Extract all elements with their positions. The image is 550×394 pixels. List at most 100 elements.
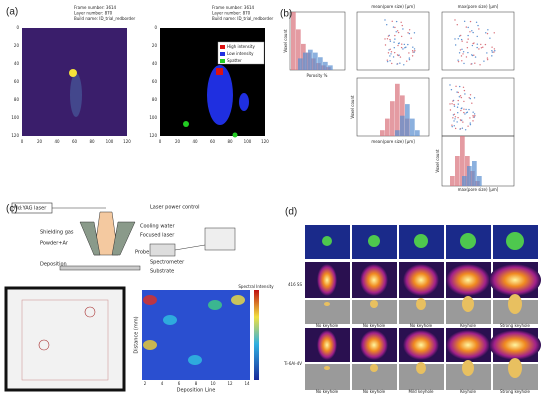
- scatter-point: [392, 26, 395, 28]
- caption: No keyhole: [410, 323, 433, 328]
- scatter-point: [471, 30, 473, 32]
- scatter-point: [475, 21, 478, 24]
- scatter-point: [388, 49, 390, 51]
- diagram-label: Focused laser: [140, 233, 175, 239]
- y-tick-label: 80: [14, 97, 20, 102]
- hist-bar: [318, 57, 323, 70]
- scatter-point: [484, 43, 487, 46]
- hist-bar: [400, 115, 405, 136]
- scatter-point: [395, 31, 397, 33]
- scatter-point: [396, 54, 399, 56]
- scatter-point: [408, 52, 410, 54]
- y-axis-label: Voxel count: [350, 95, 355, 119]
- scatter-point: [470, 63, 472, 65]
- scatter-point: [454, 118, 456, 120]
- defect-marker: [84, 306, 96, 318]
- x-tick-label: 40: [192, 139, 198, 144]
- y-tick-label: 100: [149, 115, 157, 120]
- scatter-point: [476, 43, 479, 45]
- legend-label: Spatter: [227, 58, 242, 63]
- panel-label: (b): [280, 9, 292, 20]
- scatter-point: [477, 24, 479, 27]
- scatter-point: [466, 111, 469, 113]
- scatter-point: [462, 121, 464, 123]
- scatter-point: [460, 38, 463, 41]
- hist-bar: [296, 29, 301, 70]
- frame-info: Frame number: 3614: [74, 5, 117, 10]
- scatter-point: [491, 49, 493, 52]
- hist-bar: [455, 156, 460, 186]
- caption: Keyhole: [460, 389, 476, 394]
- scatter-point: [480, 43, 482, 46]
- x-tick-label: 10: [210, 381, 216, 386]
- plume: [70, 73, 82, 117]
- computer: [204, 227, 236, 251]
- scatter-point: [473, 54, 475, 56]
- keyhole: [462, 296, 474, 312]
- micrograph: [4, 286, 126, 392]
- scatter-point: [398, 54, 400, 56]
- scatter-point: [411, 49, 414, 52]
- scatter-point: [457, 60, 460, 63]
- thermal-field: [360, 330, 388, 360]
- panel-label: (c): [6, 204, 18, 215]
- scatter-point: [467, 38, 469, 40]
- plot-frame: [441, 11, 515, 71]
- caption: Strong keyhole: [500, 323, 531, 328]
- legend-label: Low intensity: [227, 51, 254, 56]
- frame-info: Frame number: 3614: [212, 5, 255, 10]
- hist-bar: [298, 58, 303, 70]
- scatter-point: [482, 46, 484, 48]
- y-tick-label: 40: [14, 61, 20, 66]
- scatter-point: [410, 37, 412, 39]
- legend-swatch: [220, 59, 225, 63]
- legend-label: High intensity: [227, 44, 255, 49]
- scatter-point: [463, 100, 465, 103]
- x-tick-label: 120: [261, 139, 269, 144]
- scatter-point: [480, 47, 483, 49]
- scatter-point: [458, 52, 461, 54]
- scatter-point: [472, 114, 474, 117]
- legend-box: [217, 41, 265, 65]
- scatter-point: [393, 47, 395, 49]
- scatter-point: [487, 29, 489, 31]
- scatter-point: [403, 43, 406, 46]
- scatter-point: [473, 42, 475, 44]
- scatter-point: [459, 128, 461, 130]
- scatter-point: [457, 116, 459, 119]
- hist-bar: [395, 130, 400, 136]
- scatter-point: [486, 52, 488, 54]
- scatter-point: [397, 44, 399, 47]
- melt-pool: [414, 234, 428, 248]
- x-tick-label: 20: [175, 139, 181, 144]
- scatter-point: [398, 42, 400, 44]
- colorbar-label: Spectral Intensity: [238, 284, 274, 289]
- scatter-point: [469, 20, 472, 23]
- scatter-point: [469, 94, 472, 96]
- hist-bar: [477, 176, 482, 186]
- hist-bar: [390, 101, 395, 136]
- scatter-point: [400, 35, 403, 38]
- thermal-field: [446, 330, 490, 360]
- scatter-point: [471, 102, 473, 104]
- thermal-field: [489, 264, 541, 296]
- scatter-point: [469, 31, 471, 33]
- hot-spot: [188, 355, 202, 365]
- hist-bar: [291, 12, 296, 70]
- scatter-point: [390, 51, 393, 53]
- scatter-point: [406, 60, 408, 62]
- scatter-point: [407, 43, 409, 46]
- scatter-point: [397, 31, 400, 34]
- hot-spot: [143, 295, 157, 305]
- scatter-point: [386, 38, 389, 40]
- nozzle-wall: [111, 221, 136, 256]
- heatmap: [142, 290, 250, 380]
- y-tick-label: 80: [152, 97, 158, 102]
- scatter-point: [461, 127, 464, 129]
- x-tick-label: 8: [195, 381, 198, 386]
- scatter-point: [457, 99, 459, 102]
- scatter-point: [472, 116, 475, 118]
- y-tick-label: 100: [11, 115, 19, 120]
- frame-info: Build name: ID_trial_redborder: [212, 16, 274, 21]
- spectrometer-box: [149, 243, 176, 257]
